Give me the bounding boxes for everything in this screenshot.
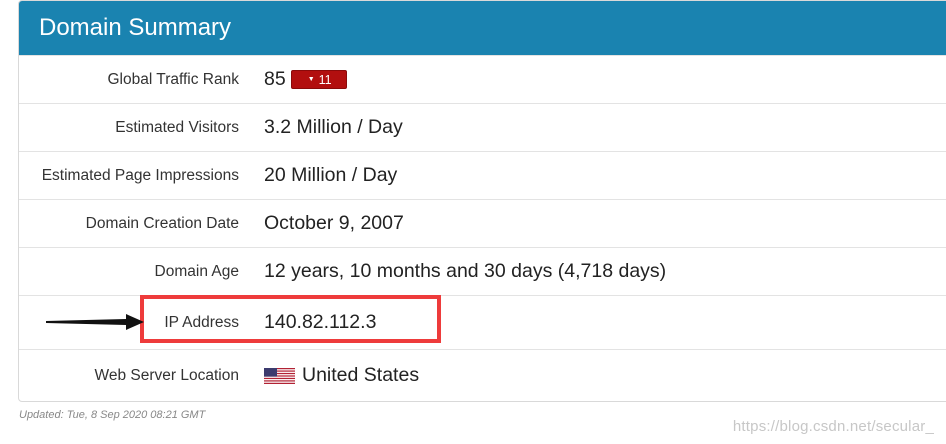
row-global-traffic-rank: Global Traffic Rank 85 ▼ 11: [19, 55, 946, 103]
row-value: 12 years, 10 months and 30 days (4,718 d…: [264, 260, 667, 282]
row-label: IP Address: [164, 313, 239, 331]
row-value: October 9, 2007: [264, 212, 404, 234]
row-label: Domain Creation Date: [85, 214, 239, 232]
row-value: 3.2 Million / Day: [264, 116, 403, 138]
row-label: Domain Age: [154, 262, 239, 280]
row-label: Web Server Location: [94, 366, 239, 384]
arrow-right-icon: [46, 314, 144, 330]
panel-title: Domain Summary: [39, 14, 232, 41]
row-estimated-visitors: Estimated Visitors 3.2 Million / Day: [19, 103, 946, 151]
row-ip-address: IP Address 140.82.112.3: [19, 295, 946, 349]
row-label: Estimated Page Impressions: [41, 166, 239, 184]
rank-value: 85: [264, 68, 286, 90]
rank-change-badge: ▼ 11: [290, 70, 347, 89]
location-value: United States: [302, 364, 420, 386]
row-domain-age: Domain Age 12 years, 10 months and 30 da…: [19, 247, 946, 295]
updated-timestamp: Updated: Tue, 8 Sep 2020 08:21 GMT: [19, 409, 206, 421]
row-estimated-page-impressions: Estimated Page Impressions 20 Million / …: [19, 151, 946, 199]
row-label: Estimated Visitors: [115, 118, 239, 136]
row-domain-creation-date: Domain Creation Date October 9, 2007: [19, 199, 946, 247]
caret-down-icon: ▼: [307, 76, 315, 83]
row-value: United States: [264, 364, 419, 387]
row-value: 20 Million / Day: [264, 164, 398, 186]
ip-highlight-box: [140, 295, 441, 343]
us-flag-icon: [264, 367, 295, 384]
row-web-server-location: Web Server Location United States: [19, 349, 946, 401]
row-value: 140.82.112.3: [264, 311, 377, 333]
panel-header: Domain Summary: [19, 1, 946, 55]
row-value: 85 ▼ 11: [264, 68, 347, 91]
watermark-text: https://blog.csdn.net/secular_: [732, 418, 934, 435]
domain-summary-panel: Domain Summary Global Traffic Rank 85 ▼ …: [18, 0, 946, 402]
row-label: Global Traffic Rank: [107, 70, 239, 88]
rank-change-value: 11: [318, 72, 332, 87]
